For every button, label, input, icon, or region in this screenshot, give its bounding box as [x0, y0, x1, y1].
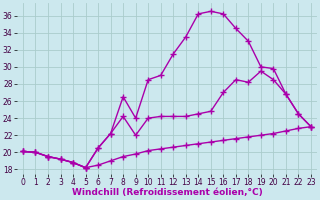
X-axis label: Windchill (Refroidissement éolien,°C): Windchill (Refroidissement éolien,°C) [72, 188, 262, 197]
